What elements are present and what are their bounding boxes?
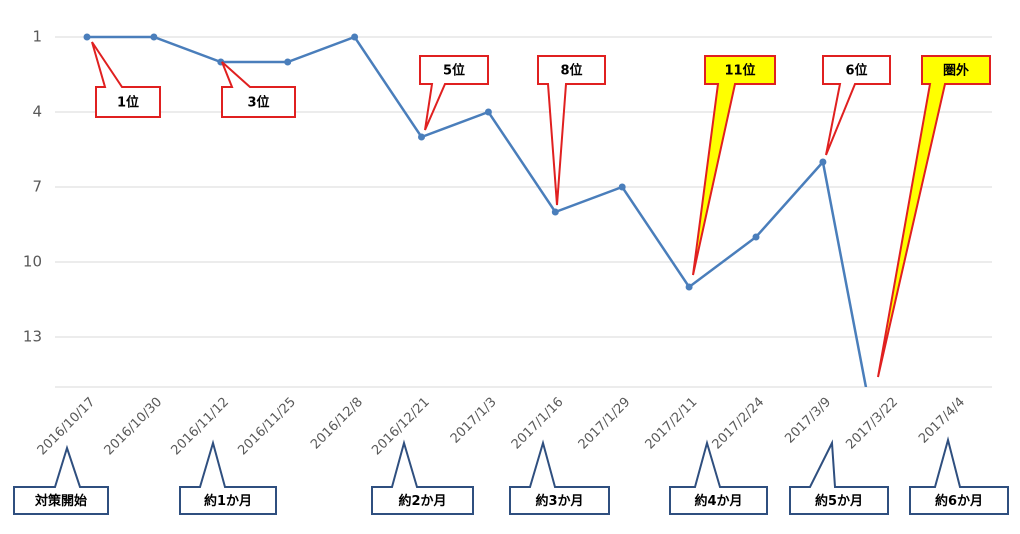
x-tick-label: 2016/11/12 [169,395,233,459]
series [83,33,868,387]
period-callout: 約6か月 [935,493,983,509]
x-tick-label: 2016/10/30 [102,395,166,459]
x-tick-label: 2016/12/8 [308,395,366,453]
rank-callout-shape [91,41,161,118]
marker [83,33,91,41]
period-callout: 約3か月 [535,493,583,509]
rank-callout-shape [822,55,891,156]
x-tick-label: 2017/1/16 [509,395,567,453]
period-callout: 約2か月 [398,493,446,509]
x-tick-label: 2017/1/29 [576,395,634,453]
marker [418,133,425,141]
x-tick-label: 2017/2/11 [643,395,701,453]
period-callout-shape [509,439,610,515]
x-tick-label: 2016/12/21 [369,395,433,459]
period-callout-shape [909,436,1009,515]
y-tick-label: 13 [23,328,42,346]
period-callout-shape [13,444,109,515]
marker [150,33,158,41]
marker [752,233,760,241]
marker [284,58,292,66]
period-callout-shape [669,439,768,515]
x-tick-label: 2017/3/22 [843,395,901,453]
rank-callout-shape [221,61,296,118]
y-tick-label: 1 [32,28,42,46]
rank-callout: 圏外 [943,63,969,79]
period-callout-shape [371,439,474,515]
x-tick-label: 2016/11/25 [235,395,299,459]
y-tick-label: 4 [32,103,42,121]
rank-callout: 1位 [117,95,139,111]
period-callout: 対策開始 [34,493,87,509]
x-tick-label: 2017/2/24 [710,395,768,453]
period-callout: 約5か月 [815,493,863,509]
marker [819,158,827,166]
marker [484,108,492,116]
marker [351,33,359,41]
period-callout: 約1か月 [204,493,252,509]
y-tick-label: 7 [32,178,42,196]
y-tick-label: 10 [23,253,42,271]
rank-callout-shape [692,55,776,276]
rank-callout: 8位 [560,63,582,79]
period-callout: 約4か月 [694,493,742,509]
rank-callout-shape [537,55,606,206]
period-callout-shape [789,439,889,515]
marker [618,183,626,191]
rank-callout: 3位 [247,95,269,111]
rank-callout: 6位 [845,63,867,79]
rank-callout-shape [419,55,489,131]
rank-callout-shape [877,55,991,378]
marker [685,283,693,291]
period-callout-shape [179,439,277,515]
marker [551,208,559,216]
line [87,35,868,387]
rank-callout: 11位 [724,63,755,79]
rank-callout: 5位 [443,63,465,79]
x-tick-label: 2017/1/3 [448,395,500,447]
x-tick-label: 2017/3/9 [782,395,834,447]
x-tick-label: 2017/4/4 [916,395,968,447]
